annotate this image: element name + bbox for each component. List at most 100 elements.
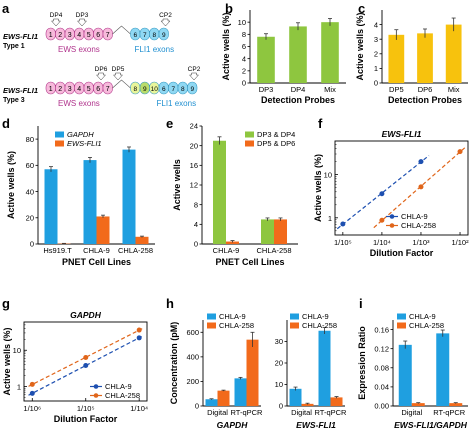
intron-line [112,25,131,35]
legend-swatch [207,322,216,329]
legend-marker [389,223,395,228]
legend-marker [93,393,99,398]
y-tick-label: 600 [186,328,199,337]
bar [274,219,287,244]
bar [226,241,239,244]
x-axis-title: Dilution Factor [370,248,434,258]
y-tick-label: 10 [13,346,21,355]
ews-exon-number: 5 [87,86,91,93]
cp-label: CP2 [159,12,172,19]
bar [449,403,463,406]
bar [135,236,149,244]
data-point [136,327,142,333]
data-point [83,355,89,361]
legend-swatch [207,313,216,320]
bar [289,26,307,83]
probe-label: DP5 [112,66,125,73]
y-tick-label: 0.16 [374,325,389,334]
bar [213,140,226,244]
data-point [418,159,424,165]
bar [122,149,136,244]
legend-swatch [290,322,299,329]
y-tick-label: 0 [30,240,34,249]
y-tick-label: 20 [190,141,198,150]
cp-arrow-icon [188,72,200,81]
ews-exon-number: 3 [68,32,72,39]
ews-exon-number: 7 [106,86,110,93]
fli-exon-number: 6 [133,32,137,39]
construct-type-label: Type 3 [3,97,25,104]
x-axis-title: GAPDH [217,420,249,430]
x-axis-title: PNET Cell Lines [215,257,284,267]
bar [96,216,110,244]
x-tick-label: Digital [291,408,312,417]
x-tick-label: CHLA-258 [118,246,153,255]
legend-marker [389,214,395,219]
x-tick-label: RT-qPCR [433,408,466,417]
probe-arrow-icon [76,18,88,27]
panel-letter-e: e [166,116,173,131]
construct-label: EWS-FLI1 [3,86,38,95]
y-tick-label: 80 [26,135,34,144]
y-tick-label: 1 [328,214,332,223]
y-tick-label: 8 [242,30,246,39]
y-tick-label: 60 [26,161,34,170]
bar [417,33,433,83]
x-axis-title: EWS-FLI1 [296,420,336,430]
y-tick-label: 20 [26,213,34,222]
data-point [29,390,35,396]
bar [330,397,343,406]
y-tick-label: 0 [194,240,198,249]
fli-exon-number: 7 [143,32,147,39]
panel-letter-i: i [359,296,363,311]
y-axis-title: Active wells (%) [6,151,16,219]
y-tick-label: 200 [186,377,199,386]
fli-exon-number: 9 [190,86,194,93]
legend-label: CHLA-9 [302,312,329,321]
panel-letter-d: d [2,116,10,131]
x-tick-label: CHLA-9 [83,246,110,255]
data-point [136,335,142,341]
legend-swatch [245,140,254,147]
intron-line [112,79,131,89]
x-tick-label: Mix [448,85,460,94]
legend-swatch [55,140,64,147]
fli-exon-number: 8 [181,86,185,93]
chart-b: 0 2 4 6 8 10 Active wells (%) DP3 DP4 MixDetectio… [221,10,346,105]
ews-exon-number: 4 [77,32,81,39]
chart-i: 0.00 0.04 0.08 0.12 0.16 Expression Ratio Digi… [357,312,468,430]
fli-exon-number: 9 [162,32,166,39]
legend-label: EWS-FLI1 [67,139,102,148]
y-tick-label: 4 [242,54,246,63]
construct-label: EWS-FLI1 [3,32,38,41]
x-tick-label: DP4 [291,85,306,94]
data-point [379,217,385,223]
y-tick-label: 10 [324,171,332,180]
x-tick-label: CHLA-258 [256,246,291,255]
bar [234,378,247,406]
bar [246,339,259,406]
ews-exon-number: 3 [68,86,72,93]
chart-c: 0 1 2 3 4 Active wells (%) DP5 DP6 MixDetection … [355,10,468,105]
fli-exon [187,81,198,95]
fli-exon-number: 7 [171,86,175,93]
bar [411,403,425,406]
ews-exon-number: 4 [77,86,81,93]
bar [83,160,97,244]
y-tick-label: 0 [195,402,199,411]
legend-swatch [245,131,254,138]
x-tick-label: 1/10⁶ [23,404,41,413]
cp-label: CP2 [188,66,201,73]
x-tick-label: RT-qPCR [231,408,264,417]
y-tick-label: 2 [374,50,378,59]
x-axis-title: Detection Probes [388,95,462,105]
chart-title: GAPDH [70,310,102,320]
x-tick-label: Digital [401,408,422,417]
cp-arrow-icon [160,18,171,27]
fit-line [28,327,144,387]
ews-exon-number: 6 [96,32,100,39]
legend-marker [93,384,99,389]
legend-label: CHLA-9 [105,382,132,391]
